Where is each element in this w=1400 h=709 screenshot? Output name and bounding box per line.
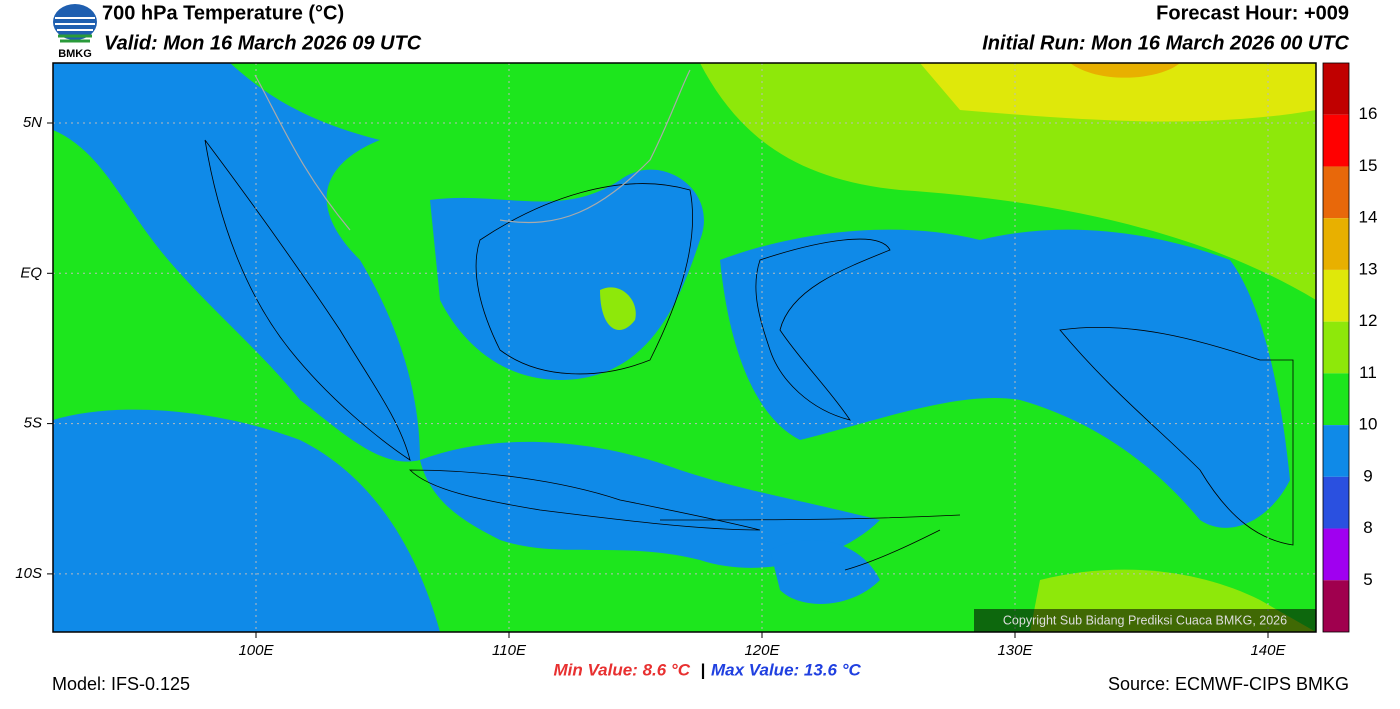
logo-text: BMKG [58, 48, 92, 60]
colorbar-swatch [1323, 373, 1349, 426]
colorbar-swatch [1323, 425, 1349, 477]
colorbar-label: 15 [1359, 156, 1378, 175]
model: Model: IFS-0.125 [52, 674, 190, 694]
lat-label: 5S [24, 415, 42, 432]
colorbar-label: 13 [1359, 259, 1378, 278]
colorbar-label: 12 [1359, 311, 1378, 330]
colorbar-label: 11 [1359, 363, 1377, 382]
colorbar-label: 16 [1359, 104, 1378, 123]
colorbar-swatch [1323, 580, 1349, 632]
lat-label: 5N [23, 114, 42, 131]
colorbar-frame [1322, 62, 1350, 633]
colorbar-swatch [1323, 528, 1349, 581]
colorbar-swatch [1323, 476, 1349, 529]
title: 700 hPa Temperature (°C) [102, 2, 344, 24]
colorbar-label: 14 [1359, 208, 1378, 227]
colorbar-swatch [1323, 63, 1349, 115]
max-value: Max Value: 13.6 °C [711, 660, 862, 679]
logo [53, 4, 97, 43]
copyright: Copyright Sub Bidang Prediksi Cuaca BMKG… [1003, 613, 1287, 627]
colorbar-label: 10 [1359, 415, 1378, 434]
colorbar-swatch [1323, 218, 1349, 270]
map: Copyright Sub Bidang Prediksi Cuaca BMKG… [47, 62, 1317, 638]
valid-time: Valid: Mon 16 March 2026 09 UTC [104, 32, 422, 54]
colorbar: 16 15 14 13 12 11 10 9 8 5 [1322, 62, 1378, 633]
separator: | [701, 660, 706, 679]
colorbar-label: 5 [1363, 570, 1372, 589]
lon-label: 110E [492, 642, 527, 659]
lon-label: 100E [238, 642, 274, 659]
colorbar-swatch [1323, 166, 1349, 219]
lat-label: EQ [20, 264, 42, 281]
colorbar-swatch [1323, 269, 1349, 322]
forecast-hour: Forecast Hour: +009 [1156, 2, 1349, 24]
lon-label: 120E [744, 642, 780, 659]
lon-label: 140E [1250, 642, 1286, 659]
colorbar-label: 9 [1363, 466, 1372, 485]
lat-label: 10S [15, 565, 42, 582]
initial-run: Initial Run: Mon 16 March 2026 00 UTC [982, 32, 1349, 54]
colorbar-label: 8 [1363, 518, 1372, 537]
colorbar-swatch [1323, 114, 1349, 167]
min-value: Min Value: 8.6 °C [553, 660, 690, 679]
source: Source: ECMWF-CIPS BMKG [1108, 674, 1349, 694]
colorbar-swatch [1323, 321, 1349, 374]
lon-label: 130E [997, 642, 1033, 659]
